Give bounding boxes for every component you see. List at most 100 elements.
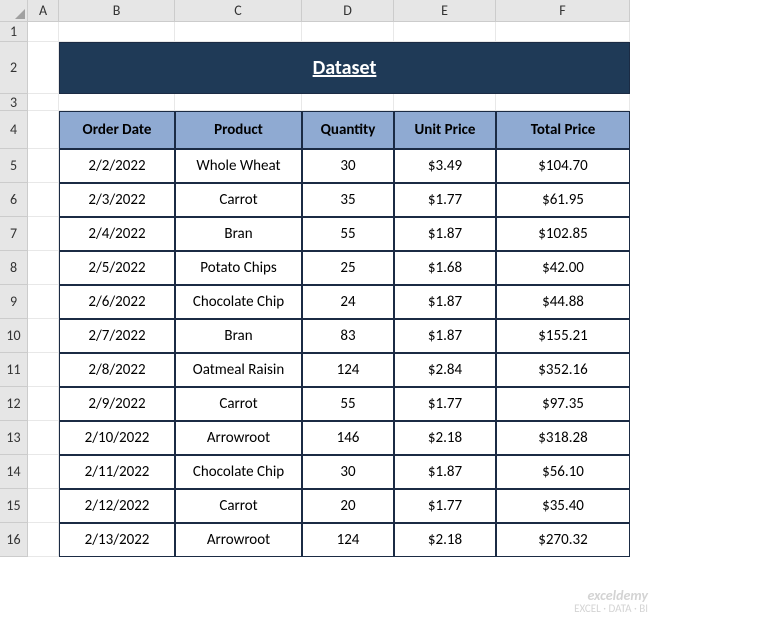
table-header-4[interactable]: Total Price [496, 111, 630, 149]
row-header-1[interactable]: 1 [0, 22, 28, 42]
row-header-8[interactable]: 8 [0, 251, 28, 285]
table-row[interactable]: 2/3/2022 [59, 183, 175, 217]
table-row[interactable]: 20 [302, 489, 394, 523]
empty-cell[interactable] [496, 94, 630, 111]
empty-cell[interactable] [28, 285, 59, 319]
table-row[interactable]: $104.70 [496, 149, 630, 183]
empty-cell[interactable] [59, 22, 175, 42]
table-row[interactable]: $42.00 [496, 251, 630, 285]
row-header-5[interactable]: 5 [0, 149, 28, 183]
empty-cell[interactable] [175, 22, 302, 42]
empty-cell[interactable] [302, 94, 394, 111]
table-row[interactable]: Arrowroot [175, 523, 302, 557]
table-row[interactable]: $1.87 [394, 285, 496, 319]
empty-cell[interactable] [28, 149, 59, 183]
table-row[interactable]: 2/12/2022 [59, 489, 175, 523]
table-row[interactable]: 124 [302, 353, 394, 387]
table-row[interactable]: $97.35 [496, 387, 630, 421]
table-row[interactable]: Carrot [175, 183, 302, 217]
table-row[interactable]: Bran [175, 319, 302, 353]
table-row[interactable]: $3.49 [394, 149, 496, 183]
column-header-D[interactable]: D [302, 0, 394, 22]
column-header-C[interactable]: C [175, 0, 302, 22]
table-row[interactable]: 2/6/2022 [59, 285, 175, 319]
row-header-6[interactable]: 6 [0, 183, 28, 217]
empty-cell[interactable] [28, 217, 59, 251]
empty-cell[interactable] [59, 94, 175, 111]
table-row[interactable]: Carrot [175, 489, 302, 523]
table-row[interactable]: 55 [302, 217, 394, 251]
empty-cell[interactable] [175, 94, 302, 111]
table-row[interactable]: $352.16 [496, 353, 630, 387]
column-header-F[interactable]: F [496, 0, 630, 22]
empty-cell[interactable] [28, 42, 59, 94]
row-header-7[interactable]: 7 [0, 217, 28, 251]
table-row[interactable]: $270.32 [496, 523, 630, 557]
table-row[interactable]: $35.40 [496, 489, 630, 523]
row-header-15[interactable]: 15 [0, 489, 28, 523]
table-row[interactable]: $102.85 [496, 217, 630, 251]
table-row[interactable]: 2/5/2022 [59, 251, 175, 285]
empty-cell[interactable] [302, 22, 394, 42]
row-header-13[interactable]: 13 [0, 421, 28, 455]
select-all-corner[interactable] [0, 0, 28, 22]
table-row[interactable]: 2/10/2022 [59, 421, 175, 455]
empty-cell[interactable] [28, 22, 59, 42]
table-row[interactable]: Whole Wheat [175, 149, 302, 183]
empty-cell[interactable] [28, 523, 59, 557]
table-row[interactable]: Carrot [175, 387, 302, 421]
row-header-2[interactable]: 2 [0, 42, 28, 94]
row-header-4[interactable]: 4 [0, 111, 28, 149]
table-row[interactable]: 25 [302, 251, 394, 285]
table-row[interactable]: Chocolate Chip [175, 285, 302, 319]
spreadsheet-grid[interactable]: ABCDEF12Dataset34Order DateProductQuanti… [0, 0, 768, 557]
column-header-B[interactable]: B [59, 0, 175, 22]
table-row[interactable]: 30 [302, 149, 394, 183]
empty-cell[interactable] [28, 489, 59, 523]
empty-cell[interactable] [28, 455, 59, 489]
table-row[interactable]: 30 [302, 455, 394, 489]
row-header-3[interactable]: 3 [0, 94, 28, 111]
table-row[interactable]: $1.68 [394, 251, 496, 285]
table-row[interactable]: $56.10 [496, 455, 630, 489]
column-header-A[interactable]: A [28, 0, 59, 22]
empty-cell[interactable] [394, 94, 496, 111]
table-row[interactable]: $61.95 [496, 183, 630, 217]
empty-cell[interactable] [28, 111, 59, 149]
empty-cell[interactable] [496, 22, 630, 42]
table-row[interactable]: $1.87 [394, 319, 496, 353]
table-row[interactable]: 55 [302, 387, 394, 421]
table-header-0[interactable]: Order Date [59, 111, 175, 149]
empty-cell[interactable] [394, 22, 496, 42]
row-header-14[interactable]: 14 [0, 455, 28, 489]
table-row[interactable]: Arrowroot [175, 421, 302, 455]
empty-cell[interactable] [28, 421, 59, 455]
row-header-11[interactable]: 11 [0, 353, 28, 387]
empty-cell[interactable] [28, 387, 59, 421]
table-row[interactable]: $1.77 [394, 183, 496, 217]
table-row[interactable]: 2/2/2022 [59, 149, 175, 183]
table-row[interactable]: 146 [302, 421, 394, 455]
empty-cell[interactable] [28, 251, 59, 285]
table-row[interactable]: 24 [302, 285, 394, 319]
row-header-9[interactable]: 9 [0, 285, 28, 319]
table-row[interactable]: $155.21 [496, 319, 630, 353]
table-header-2[interactable]: Quantity [302, 111, 394, 149]
table-row[interactable]: 124 [302, 523, 394, 557]
table-row[interactable]: Bran [175, 217, 302, 251]
table-row[interactable]: $2.18 [394, 421, 496, 455]
table-row[interactable]: Oatmeal Raisin [175, 353, 302, 387]
table-row[interactable]: $1.87 [394, 455, 496, 489]
row-header-12[interactable]: 12 [0, 387, 28, 421]
table-row[interactable]: $2.84 [394, 353, 496, 387]
row-header-16[interactable]: 16 [0, 523, 28, 557]
table-row[interactable]: 2/9/2022 [59, 387, 175, 421]
table-row[interactable]: 2/11/2022 [59, 455, 175, 489]
column-header-E[interactable]: E [394, 0, 496, 22]
empty-cell[interactable] [28, 319, 59, 353]
table-row[interactable]: $318.28 [496, 421, 630, 455]
table-header-1[interactable]: Product [175, 111, 302, 149]
table-row[interactable]: 2/4/2022 [59, 217, 175, 251]
table-row[interactable]: 2/8/2022 [59, 353, 175, 387]
table-row[interactable]: $1.87 [394, 217, 496, 251]
